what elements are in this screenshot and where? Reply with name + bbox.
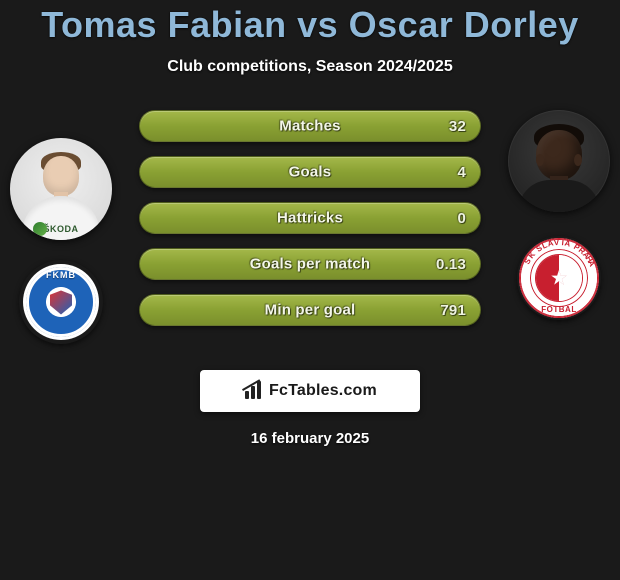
fctables-logo-icon — [243, 381, 263, 401]
stat-bar: Hattricks 0 — [139, 202, 481, 234]
page-subtitle: Club competitions, Season 2024/2025 — [0, 58, 620, 76]
stat-right-value: 32 — [430, 118, 466, 135]
stat-label: Matches — [279, 118, 340, 135]
stat-right-value: 791 — [430, 302, 466, 319]
stat-label: Hattricks — [277, 210, 343, 227]
left-column: ŠKODA FKMB — [10, 110, 112, 344]
club-left-short: FKMB — [23, 270, 99, 280]
stat-label: Goals per match — [250, 256, 371, 273]
jersey-sponsor: ŠKODA — [43, 224, 78, 234]
stat-bar: Min per goal 791 — [139, 294, 481, 326]
page-title: Tomas Fabian vs Oscar Dorley — [0, 4, 620, 46]
comparison-card: Tomas Fabian vs Oscar Dorley Club compet… — [0, 0, 620, 580]
stat-bar: Goals per match 0.13 — [139, 248, 481, 280]
content-area: ŠKODA FKMB Matches 32 — [0, 110, 620, 326]
site-name: FcTables.com — [269, 382, 377, 400]
stat-bar: Matches 32 — [139, 110, 481, 142]
player-left-avatar: ŠKODA — [10, 138, 112, 240]
stat-label: Min per goal — [265, 302, 356, 319]
player-right-silhouette — [518, 120, 600, 212]
jersey-crest-icon — [33, 222, 47, 236]
stat-bars: Matches 32 Goals 4 Hattricks 0 Goals per… — [139, 110, 481, 326]
stat-bar: Goals 4 — [139, 156, 481, 188]
player-left-club-crest: FKMB — [19, 260, 103, 344]
site-badge[interactable]: FcTables.com — [200, 370, 420, 412]
stat-right-value: 0 — [430, 210, 466, 227]
stat-right-value: 4 — [430, 164, 466, 181]
stat-label: Goals — [289, 164, 332, 181]
star-icon: ★ — [550, 266, 568, 291]
right-column: S K S L A V I A P R A H A — [508, 110, 610, 320]
player-left-silhouette: ŠKODA — [21, 150, 101, 240]
club-right-sub: FOTBAL — [519, 305, 599, 314]
generated-date: 16 february 2025 — [0, 430, 620, 447]
player-right-club-crest: S K S L A V I A P R A H A — [517, 236, 601, 320]
player-right-avatar — [508, 110, 610, 212]
stat-right-value: 0.13 — [430, 256, 466, 273]
